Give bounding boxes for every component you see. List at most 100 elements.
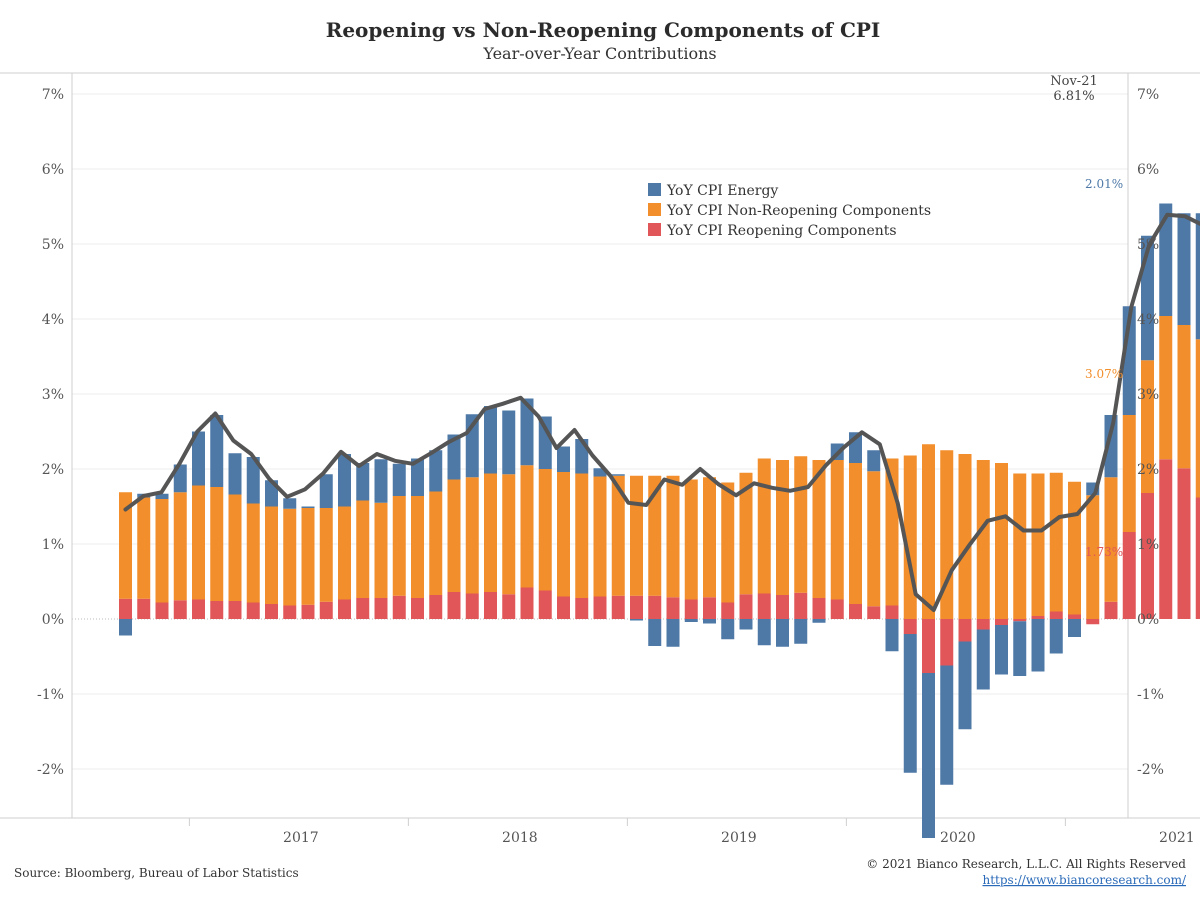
- bar-non-reopening: [739, 472, 753, 595]
- legend-swatch-nonreopen: [648, 203, 661, 216]
- bar-energy: [903, 634, 917, 773]
- bar-reopening: [995, 619, 1008, 625]
- bar-non-reopening: [502, 474, 516, 595]
- bar-energy: [429, 450, 443, 492]
- bar-energy: [703, 619, 716, 624]
- bar-reopening: [812, 598, 826, 619]
- bar-non-reopening: [1013, 473, 1027, 619]
- y-tick-label-left: 0%: [42, 612, 64, 628]
- bar-energy: [958, 641, 972, 730]
- bar-energy: [374, 459, 388, 503]
- bar-reopening: [593, 596, 607, 619]
- x-axis: 201720182019202020212022: [188, 818, 1195, 846]
- website-link[interactable]: https://www.biancoresearch.com/: [982, 873, 1186, 887]
- bar-reopening: [520, 587, 534, 619]
- bar-reopening: [484, 592, 497, 619]
- x-tick-label: 2017: [283, 830, 319, 846]
- bar-reopening: [557, 596, 570, 619]
- bar-energy: [1031, 619, 1045, 672]
- bar-non-reopening: [192, 485, 205, 600]
- bar-energy: [794, 619, 808, 644]
- y-tick-label-left: 5%: [42, 237, 64, 253]
- bar-energy: [739, 619, 753, 630]
- bar-non-reopening: [1068, 481, 1081, 615]
- bar-non-reopening: [520, 465, 534, 588]
- bar-non-reopening: [392, 496, 406, 596]
- bar-energy: [666, 619, 680, 647]
- x-tick-label: 2020: [940, 830, 976, 846]
- bar-energy: [447, 434, 461, 480]
- bar-non-reopening: [484, 473, 497, 592]
- bar-energy: [611, 474, 625, 476]
- bar-non-reopening: [648, 475, 662, 596]
- bar-energy: [812, 619, 826, 623]
- bar-non-reopening: [338, 506, 351, 600]
- legend-label-energy: YoY CPI Energy: [666, 183, 778, 199]
- y-tick-label-right: -1%: [1137, 687, 1164, 703]
- bar-reopening: [575, 598, 589, 619]
- legend-swatch-reopen: [648, 223, 661, 236]
- bar-energy: [319, 474, 333, 508]
- y-tick-label-left: 1%: [42, 537, 64, 553]
- bar-reopening: [776, 595, 789, 619]
- bar-reopening: [721, 602, 735, 619]
- bar-energy: [684, 619, 698, 622]
- bar-non-reopening: [1141, 360, 1154, 493]
- bar-reopening: [976, 619, 990, 630]
- bar-energy: [757, 619, 771, 646]
- bar-non-reopening: [265, 506, 278, 604]
- bar-non-reopening: [1122, 415, 1136, 532]
- bar-energy: [976, 629, 990, 690]
- bar-reopening: [173, 600, 187, 619]
- bar-reopening: [611, 595, 625, 619]
- bar-energy: [502, 410, 516, 475]
- bar-non-reopening: [703, 477, 716, 598]
- y-tick-label-left: -1%: [37, 687, 64, 703]
- reopen-end-label: 1.73%: [1085, 545, 1123, 559]
- bar-non-reopening: [575, 473, 589, 598]
- bar-reopening: [447, 592, 461, 619]
- bar-reopening: [739, 594, 753, 619]
- bar-non-reopening: [721, 482, 735, 603]
- bar-energy: [1159, 203, 1173, 316]
- bar-energy: [885, 619, 899, 652]
- bar-reopening: [1013, 619, 1027, 622]
- bar-non-reopening: [757, 458, 771, 594]
- x-tick-label: 2018: [502, 830, 538, 846]
- bar-reopening: [538, 590, 552, 619]
- bar-reopening: [630, 595, 643, 619]
- bar-reopening: [374, 598, 388, 619]
- y-tick-label-left: 4%: [42, 312, 64, 328]
- bar-energy: [301, 506, 315, 508]
- y-tick-label-left: 2%: [42, 462, 64, 478]
- bar-reopening: [465, 593, 479, 619]
- bar-reopening: [1031, 616, 1045, 619]
- bar-energy: [538, 416, 552, 469]
- bar-energy: [228, 453, 242, 495]
- bar-reopening: [922, 619, 935, 673]
- y-tick-label-left: 6%: [42, 162, 64, 178]
- bar-energy: [1013, 621, 1027, 676]
- bar-non-reopening: [319, 508, 333, 602]
- bar-reopening: [885, 605, 899, 619]
- bar-reopening: [1068, 614, 1081, 619]
- y-tick-label-right: 0%: [1137, 612, 1159, 628]
- y-tick-label-right: 6%: [1137, 162, 1159, 178]
- bar-reopening: [666, 597, 680, 619]
- bar-reopening: [1049, 611, 1063, 619]
- bar-reopening: [1104, 601, 1118, 619]
- y-tick-label-right: 7%: [1137, 87, 1159, 103]
- bar-energy: [776, 619, 789, 647]
- y-axis-right: -2% -1% 0% 1% 2% 3% 4% 5% 6% 7%: [1137, 87, 1164, 778]
- bar-energy: [392, 463, 406, 496]
- bar-non-reopening: [630, 475, 643, 596]
- bar-non-reopening: [210, 487, 224, 601]
- bar-reopening: [1122, 532, 1136, 619]
- bar-reopening: [155, 602, 169, 619]
- bar-non-reopening: [283, 508, 297, 606]
- bar-energy: [1104, 415, 1118, 478]
- legend-label-reopen: YoY CPI Reopening Components: [666, 223, 897, 239]
- bar-energy: [1049, 619, 1063, 654]
- bar-non-reopening: [794, 456, 808, 593]
